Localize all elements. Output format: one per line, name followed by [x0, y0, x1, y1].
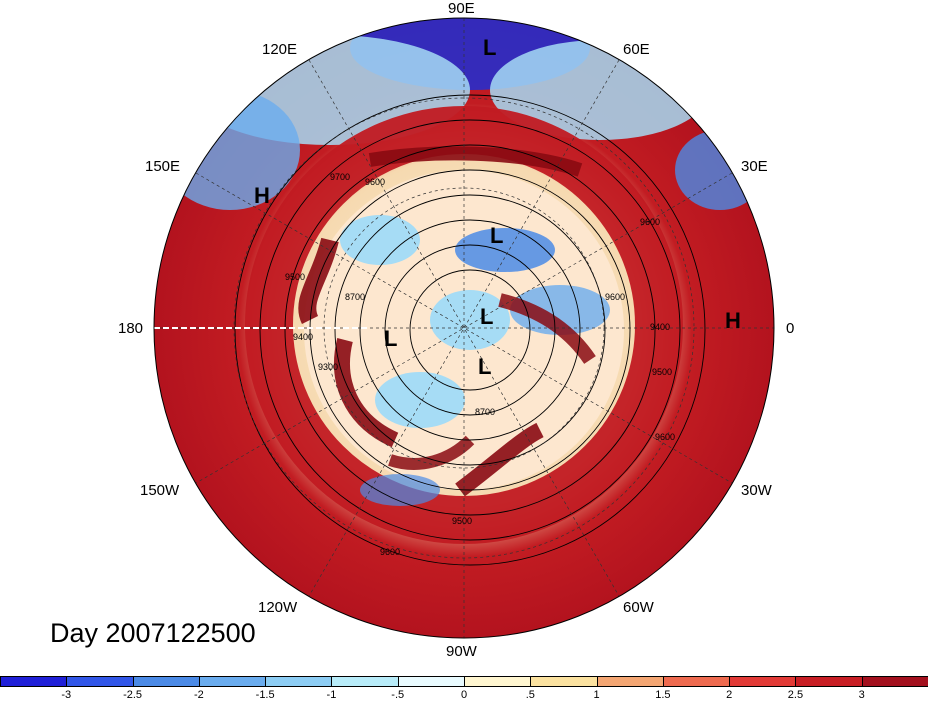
inner-cold-4	[510, 285, 610, 335]
colorbar-swatch	[397, 676, 465, 687]
jet-streak-1	[298, 237, 339, 325]
colorbar-tick-label: 1.5	[655, 689, 671, 701]
contour-label: 9400	[650, 322, 670, 332]
low-pressure-label: L	[483, 35, 496, 60]
low-pressure-label: L	[480, 304, 493, 329]
lon-label-30e: 30E	[741, 158, 768, 175]
lon-label-90w: 90W	[446, 643, 477, 660]
lon-label-60w: 60W	[623, 599, 654, 616]
colorbar-swatch	[331, 676, 399, 687]
colorbar-tick-label: -2	[193, 689, 204, 701]
height-contours	[234, 94, 706, 566]
contour-label: 9600	[655, 432, 675, 442]
colorbar-swatch	[198, 676, 267, 687]
contour-label: 9600	[365, 177, 385, 187]
jet-streak-5	[498, 293, 596, 364]
lon-label-150w: 150W	[140, 482, 180, 499]
colorbar-tick-label: -3	[61, 689, 72, 701]
colorbar-swatch	[861, 676, 928, 687]
colorbar-swatch	[132, 676, 200, 687]
high-pressure-label: H	[254, 183, 270, 208]
lon-label-150e: 150E	[145, 158, 181, 175]
anomaly-field	[154, 18, 774, 638]
contour-label: 9600	[380, 547, 400, 557]
cold-anomaly-kamchatka	[160, 90, 300, 210]
lon-label-120w: 120W	[258, 599, 298, 616]
inner-cold-5	[340, 215, 420, 265]
contour-label: 9700	[330, 172, 350, 182]
jet-streak-2	[334, 338, 399, 448]
contour-label: 9600	[640, 217, 660, 227]
colorbar-tick-label: 0	[460, 689, 468, 701]
colorbar-swatch	[795, 676, 863, 687]
lon-label-60e: 60E	[623, 41, 650, 58]
lon-label-180: 180	[118, 320, 144, 337]
colorbar-swatch	[729, 676, 797, 687]
colorbar-swatch	[265, 676, 333, 687]
colorbar-tick-label: .5	[525, 689, 535, 701]
inner-cold-3	[375, 372, 465, 428]
colorbar-tick-label: -1	[326, 689, 337, 701]
colorbar-swatch	[530, 676, 598, 687]
contour-label: 9400	[293, 332, 313, 342]
day-label: Day 2007122500	[50, 618, 256, 648]
low-pressure-label: L	[478, 354, 491, 379]
contour-label: 9600	[605, 292, 625, 302]
contour-label: 8700	[345, 292, 365, 302]
contour-labels: 9700 9600 9500 9400 8700 9300 9600 9500 …	[285, 172, 675, 557]
contour-label: 9500	[652, 367, 672, 377]
lon-label-0: 0	[786, 320, 795, 337]
colorbar: -3 -2.5 -2 -1.5 -1 -.5 0 .5 1 1.5 2 2.5 3	[0, 676, 928, 702]
colorbar-swatch	[464, 676, 532, 687]
lon-label-120e: 120E	[262, 41, 298, 58]
high-pressure-label: H	[725, 308, 741, 333]
contour-label: 8700	[475, 407, 495, 417]
colorbar-tick-label: 2.5	[787, 689, 804, 701]
colorbar-swatch	[0, 676, 68, 687]
low-pressure-label: L	[490, 223, 503, 248]
inner-cold-2	[430, 290, 510, 350]
colorbar-swatch	[66, 676, 134, 687]
lon-label-30w: 30W	[741, 482, 772, 499]
jet-streak-3	[368, 146, 583, 177]
colorbar-tick-label: 3	[858, 689, 865, 701]
colorbar-tick-label: -1.5	[255, 689, 275, 701]
contour-label: 9500	[452, 516, 472, 526]
contour-label: 9300	[318, 362, 338, 372]
colorbar-swatch	[662, 676, 731, 687]
map-border	[153, 17, 775, 639]
colorbar-tick-label: -2.5	[123, 689, 143, 701]
colorbar-tick-label: -.5	[391, 689, 405, 701]
colorbar-swatch	[596, 676, 664, 687]
pressure-systems: L H L L L L H	[254, 35, 741, 379]
colorbar-tick-label: 2	[726, 689, 733, 701]
inner-cold-1	[455, 228, 555, 272]
contour-label: 9500	[285, 272, 305, 282]
colorbar-tick-label: 1	[593, 689, 600, 701]
jet-streak-4	[455, 422, 544, 497]
low-pressure-label: L	[384, 326, 397, 351]
warm-ring	[245, 106, 683, 544]
lon-label-90e: 90E	[448, 0, 475, 17]
